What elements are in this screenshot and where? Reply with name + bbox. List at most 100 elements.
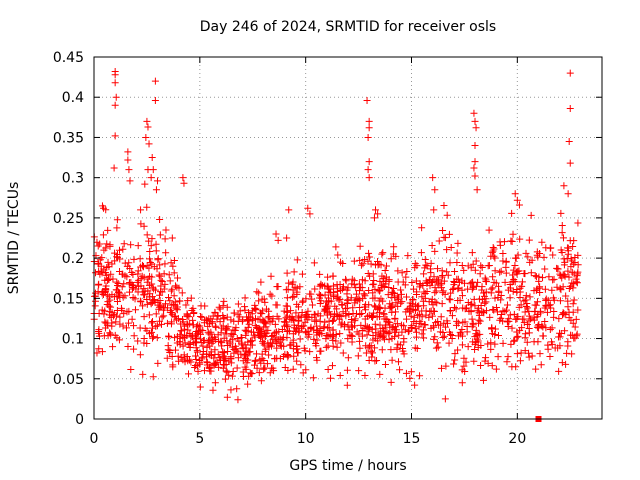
data-point xyxy=(488,324,496,332)
data-point xyxy=(370,302,378,310)
data-point xyxy=(351,317,359,325)
data-point xyxy=(158,313,166,321)
data-point xyxy=(333,343,341,351)
data-point xyxy=(280,342,288,350)
data-point xyxy=(325,324,333,332)
data-point xyxy=(565,137,573,145)
data-point xyxy=(412,333,420,341)
data-point xyxy=(290,268,298,276)
data-point xyxy=(455,332,463,340)
data-point xyxy=(329,282,337,290)
data-point xyxy=(98,306,106,314)
data-point xyxy=(251,333,259,341)
data-point xyxy=(104,258,112,266)
data-point xyxy=(555,315,563,323)
data-point xyxy=(263,360,271,368)
data-point xyxy=(108,322,116,330)
data-point xyxy=(296,335,304,343)
data-point xyxy=(176,334,184,342)
data-point xyxy=(442,323,450,331)
data-point xyxy=(339,349,347,357)
data-point xyxy=(282,314,290,322)
data-point xyxy=(96,270,104,278)
data-point xyxy=(527,315,535,323)
data-point xyxy=(419,326,427,334)
data-point xyxy=(420,334,428,342)
data-point xyxy=(435,321,443,329)
data-point xyxy=(270,329,278,337)
data-point xyxy=(562,360,570,368)
data-point xyxy=(171,346,179,354)
data-point xyxy=(145,311,153,319)
data-point xyxy=(242,365,250,373)
data-point xyxy=(229,367,237,375)
data-point xyxy=(433,299,441,307)
data-point xyxy=(156,272,164,280)
data-point xyxy=(394,302,402,310)
data-point xyxy=(373,357,381,365)
data-points xyxy=(90,67,582,404)
data-point xyxy=(550,275,558,283)
data-point xyxy=(327,289,335,297)
data-point xyxy=(223,326,231,334)
data-point xyxy=(128,285,136,293)
data-point xyxy=(561,258,569,266)
data-point xyxy=(514,251,522,259)
data-point xyxy=(350,281,358,289)
data-point xyxy=(213,358,221,366)
data-point xyxy=(149,334,157,342)
data-point xyxy=(179,342,187,350)
data-point xyxy=(323,309,331,317)
data-point xyxy=(375,260,383,268)
data-point xyxy=(293,357,301,365)
data-point xyxy=(396,366,404,374)
data-point xyxy=(349,304,357,312)
data-point xyxy=(502,263,510,271)
data-point xyxy=(261,298,269,306)
data-point xyxy=(499,250,507,258)
data-point xyxy=(371,285,379,293)
data-point xyxy=(140,273,148,281)
data-point xyxy=(365,327,373,335)
data-point xyxy=(142,133,150,141)
data-point xyxy=(251,301,259,309)
data-point xyxy=(220,315,228,323)
data-point xyxy=(522,296,530,304)
data-point xyxy=(492,365,500,373)
data-point xyxy=(295,327,303,335)
data-point xyxy=(184,297,192,305)
data-point xyxy=(149,318,157,326)
data-point xyxy=(304,204,312,212)
data-point xyxy=(328,362,336,370)
data-point xyxy=(467,301,475,309)
data-point xyxy=(217,337,225,345)
data-point xyxy=(316,282,324,290)
data-point xyxy=(100,246,108,254)
data-point xyxy=(502,306,510,314)
x-axis-label: GPS time / hours xyxy=(289,458,406,474)
data-point xyxy=(488,362,496,370)
data-point xyxy=(148,280,156,288)
data-point xyxy=(233,335,241,343)
data-point xyxy=(295,316,303,324)
data-point xyxy=(136,297,144,305)
data-point xyxy=(284,327,292,335)
data-point xyxy=(488,248,496,256)
data-point xyxy=(324,365,332,373)
data-point xyxy=(445,230,453,238)
data-point xyxy=(527,269,535,277)
data-point xyxy=(382,262,390,270)
data-point xyxy=(468,249,476,257)
data-point xyxy=(525,325,533,333)
data-point xyxy=(210,354,218,362)
data-point xyxy=(332,337,340,345)
data-point xyxy=(384,291,392,299)
data-point xyxy=(194,367,202,375)
data-point xyxy=(376,370,384,378)
data-point xyxy=(388,356,396,364)
data-point xyxy=(210,362,218,370)
data-point xyxy=(373,305,381,313)
data-point xyxy=(203,350,211,358)
data-point xyxy=(264,314,272,322)
data-point xyxy=(570,237,578,245)
